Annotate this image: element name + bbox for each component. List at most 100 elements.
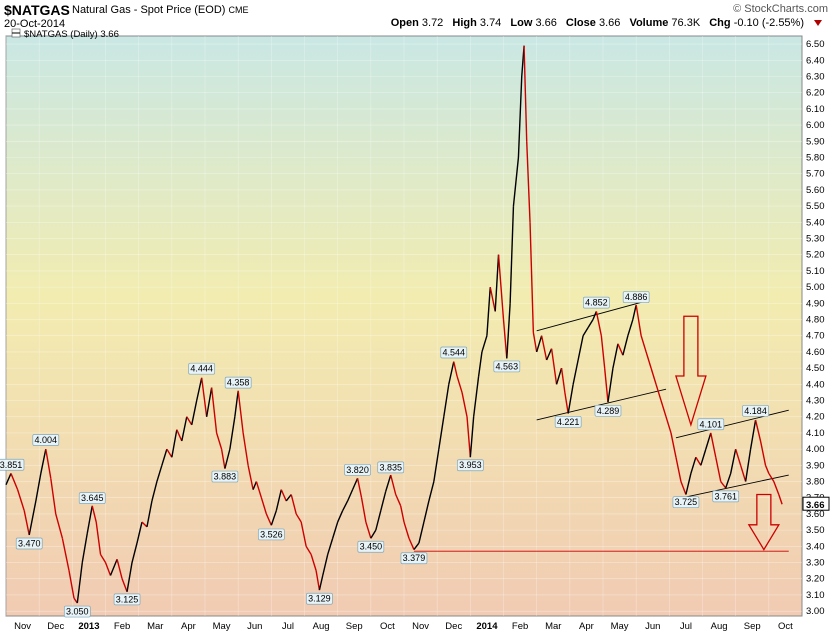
price-label-text: 4.004: [35, 435, 58, 445]
price-segment: [650, 367, 657, 385]
price-label-box: [357, 540, 385, 553]
price-segment: [739, 465, 747, 482]
price-segment: [224, 448, 231, 469]
price-segment: [550, 348, 558, 385]
price-label-text: 3.645: [81, 493, 104, 503]
price-segment: [428, 481, 435, 502]
price-segment: [176, 429, 183, 442]
price-label-text: 4.544: [442, 347, 465, 357]
price-segment: [497, 254, 505, 320]
price-label: 3.125: [113, 593, 141, 606]
price-segment: [655, 384, 662, 401]
price-segment: [337, 510, 344, 523]
price-segment: [627, 319, 634, 336]
price-segment: [617, 343, 624, 356]
price-segment: [603, 368, 609, 403]
price-segment: [509, 206, 515, 304]
y-tick-label: 3.10: [806, 590, 825, 601]
price-label: 4.101: [697, 418, 725, 431]
trendline: [536, 388, 667, 421]
price-segment: [545, 348, 553, 361]
price-segment: [55, 513, 64, 539]
price-segment: [680, 481, 687, 495]
x-tick-label: Sep: [744, 621, 761, 632]
price-label: 4.444: [188, 362, 216, 375]
price-label-text: 3.125: [116, 594, 139, 604]
x-tick-label: Jun: [645, 621, 660, 632]
price-segment: [181, 416, 188, 442]
price-segment: [5, 473, 12, 486]
price-label-text: 4.101: [700, 419, 723, 429]
price-segment: [754, 419, 762, 442]
price-segment: [191, 400, 198, 425]
price-label-text: 3.470: [18, 538, 41, 548]
price-label: 4.852: [583, 296, 610, 309]
price-label: 4.544: [440, 346, 468, 359]
price-segment: [161, 448, 168, 466]
price-label: 3.761: [712, 490, 740, 503]
price-segment: [453, 361, 458, 377]
price-label-text: 3.953: [459, 460, 482, 470]
price-segment: [595, 311, 603, 336]
price-label-box: [440, 346, 468, 359]
price-segment: [285, 494, 292, 502]
price-label: 3.645: [78, 492, 106, 504]
price-label-box: [377, 461, 405, 474]
price-segment: [695, 456, 702, 466]
price-segment: [512, 157, 520, 207]
trendline: [536, 299, 650, 332]
price-segment: [744, 449, 752, 482]
price-segment: [375, 510, 382, 531]
y-tick-label: 5.20: [806, 250, 825, 261]
price-segment: [327, 538, 334, 555]
price-label-text: 4.221: [557, 417, 580, 427]
price-segment: [710, 432, 717, 458]
price-segment: [456, 376, 463, 393]
y-tick-label: 6.00: [806, 120, 825, 131]
price-segment: [535, 335, 543, 353]
price-segment: [390, 474, 397, 495]
price-label: 4.563: [493, 360, 521, 373]
price-segment: [310, 554, 317, 571]
price-label-text: 3.379: [403, 553, 426, 563]
price-segment: [734, 448, 742, 466]
price-label-text: 4.886: [625, 292, 648, 302]
price-segment: [489, 286, 496, 312]
x-tick-label: Mar: [545, 621, 561, 632]
price-segment: [700, 448, 707, 466]
price-segment: [265, 513, 272, 526]
price-segment: [156, 465, 163, 482]
price-segment: [252, 481, 258, 490]
y-tick-label: 3.30: [806, 558, 825, 569]
last-price-marker: 3.66: [802, 496, 830, 511]
y-tick-label: 5.50: [806, 201, 825, 212]
price-segment: [413, 542, 420, 551]
price-segment: [725, 473, 732, 489]
price-segment: [136, 521, 143, 544]
y-tick-label: 4.60: [806, 347, 825, 358]
price-segment: [16, 489, 25, 511]
legend-label: $NATGAS (Daily) 3.66: [24, 29, 119, 40]
price-label-box: [712, 490, 740, 503]
x-tick-label: Oct: [380, 621, 395, 632]
y-tick-label: 5.10: [806, 266, 825, 277]
price-label-box: [456, 459, 484, 472]
price-segment: [109, 559, 118, 576]
price-segment: [418, 521, 425, 544]
y-tick-label: 4.30: [806, 396, 825, 407]
price-segment: [318, 575, 324, 591]
price-segment: [399, 505, 405, 523]
price-segment: [607, 368, 614, 403]
price-segment: [260, 497, 268, 515]
price-segment: [720, 481, 727, 489]
y-tick-label: 6.30: [806, 72, 825, 83]
price-segment: [171, 429, 178, 458]
price-label-box: [78, 492, 106, 504]
price-segment: [486, 287, 491, 336]
price-label: 3.470: [15, 537, 43, 550]
price-segment: [448, 361, 455, 385]
y-tick-label: 5.70: [806, 169, 825, 180]
price-label-text: 3.761: [714, 491, 737, 501]
price-segment: [61, 538, 70, 571]
